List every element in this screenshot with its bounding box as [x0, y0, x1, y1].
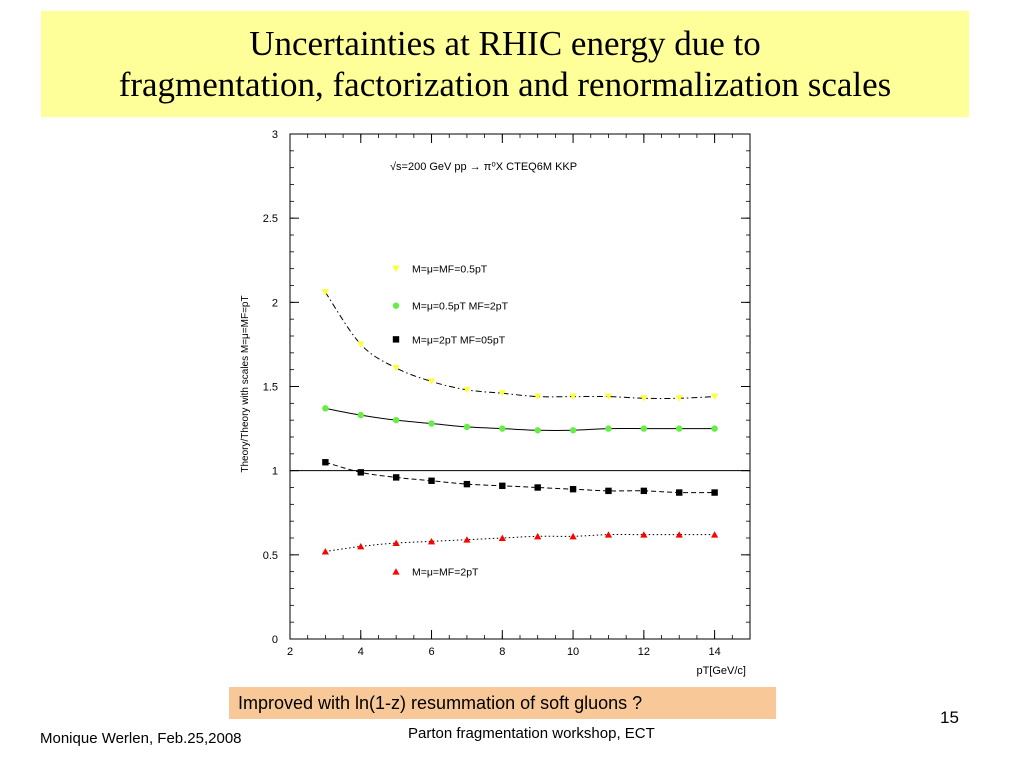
slide-title-line-1: Uncertainties at RHIC energy due to [249, 24, 761, 63]
data-point-series-2 [711, 489, 718, 496]
data-point-series-1 [428, 420, 435, 427]
legend: M=μ=MF=0.5pT M=μ=0.5pT MF=2pT M=μ=2pT MF=0… [392, 264, 509, 579]
x-axis-label: pT[GeV/c] [696, 665, 746, 677]
data-point-series-3 [498, 534, 506, 541]
data-point-series-2 [569, 485, 577, 493]
data-point-series-1 [322, 405, 329, 412]
legend-label-2: M=μ=2pT MF=05pT [412, 334, 506, 346]
data-point-series-1 [711, 425, 718, 432]
data-point-series-0 [711, 393, 719, 400]
x-tick-label: 6 [428, 646, 434, 658]
footer-author: Monique Werlen, Feb.25,2008 [40, 730, 242, 747]
data-point-series-2 [676, 489, 683, 496]
footer-workshop: Parton fragmentation workshop, ECT [408, 725, 655, 742]
data-point-series-2 [322, 459, 329, 466]
data-point-series-1 [463, 423, 471, 431]
y-tick-label: 1.5 [263, 382, 278, 394]
data-point-series-2 [357, 469, 364, 476]
series-line-3 [325, 534, 715, 552]
data-point-series-2 [428, 477, 435, 484]
data-point-series-0 [357, 341, 365, 348]
slide-number: 15 [940, 708, 959, 727]
data-point-series-1 [676, 425, 683, 432]
data-point-series-0 [534, 393, 542, 400]
slide-title-line-2: fragmentation, factorization and renorma… [118, 65, 892, 104]
data-point-series-3 [392, 539, 400, 547]
axes: 0 0.5 1 1.5 2 2.5 3 2 4 6 8 10 12 14 [263, 129, 751, 658]
data-point-series-3 [604, 531, 613, 538]
legend-label-3: M=μ=MF=2pT [412, 567, 479, 579]
data-point-series-1 [499, 425, 506, 432]
series-points [321, 289, 719, 555]
data-point-series-1 [392, 416, 400, 424]
data-point-series-3 [463, 536, 471, 543]
x-tick-label: 8 [499, 646, 505, 658]
data-point-series-0 [569, 393, 577, 400]
data-point-series-1 [534, 427, 541, 434]
y-tick-label: 0 [272, 634, 278, 646]
legend-marker-3 [392, 568, 400, 575]
data-point-series-2 [534, 484, 541, 491]
data-point-series-1 [640, 425, 648, 432]
data-point-series-1 [357, 411, 364, 419]
y-tick-label: 2.5 [263, 213, 278, 225]
legend-label-1: M=μ=0.5pT MF=2pT [412, 301, 509, 313]
data-point-series-0 [427, 378, 436, 385]
x-tick-label: 4 [358, 646, 364, 658]
data-point-series-0 [321, 289, 329, 296]
data-point-series-3 [534, 532, 542, 540]
y-tick-label: 0.5 [263, 550, 278, 562]
legend-marker-0 [392, 265, 400, 273]
data-point-series-2 [605, 487, 612, 495]
plot-area [289, 133, 751, 640]
footnote-callout: Improved with ln(1-z) resummation of sof… [229, 687, 776, 719]
x-tick-label: 14 [708, 646, 720, 658]
data-point-series-2 [463, 480, 471, 488]
data-point-series-1 [605, 425, 612, 432]
ratio-chart: 00.511.522.532 4 6 8 10 12 14 M=μ=MF=0.5pTM=μ=… [240, 129, 751, 677]
x-tick-label: 10 [567, 646, 579, 658]
data-point-series-3 [321, 548, 329, 555]
data-point-series-0 [498, 390, 506, 397]
data-point-series-0 [675, 395, 683, 402]
data-point-series-3 [675, 531, 683, 538]
y-tick-label: 2 [272, 297, 278, 309]
slide-title-box: Uncertainties at RHIC energy due to frag… [41, 11, 969, 117]
y-tick-label: 3 [272, 129, 278, 141]
data-point-series-3 [427, 537, 436, 545]
data-point-series-2 [499, 482, 506, 490]
x-tick-label: 12 [638, 646, 650, 658]
legend-marker-2 [392, 336, 400, 343]
data-point-series-3 [357, 543, 365, 550]
data-point-series-2 [392, 474, 400, 481]
data-point-series-3 [640, 531, 648, 538]
chart-annotation: √s=200 GeV pp → π⁰X CTEQ6M KKP [390, 161, 577, 173]
data-point-series-0 [392, 364, 400, 372]
data-point-series-0 [463, 386, 471, 394]
data-point-series-3 [569, 532, 577, 540]
data-point-series-0 [604, 393, 613, 400]
x-tick-label: 2 [287, 646, 293, 658]
series-line-0 [324, 291, 715, 399]
data-point-series-1 [569, 427, 577, 434]
data-point-series-2 [640, 487, 648, 495]
y-axis-label: Theory/Theory with scales M=μ=MF=pT [240, 295, 251, 472]
y-tick-label: 1 [272, 466, 278, 478]
legend-marker-1 [392, 302, 400, 309]
data-point-series-0 [640, 395, 648, 402]
legend-label-0: M=μ=MF=0.5pT [412, 264, 488, 276]
data-point-series-3 [711, 531, 719, 538]
